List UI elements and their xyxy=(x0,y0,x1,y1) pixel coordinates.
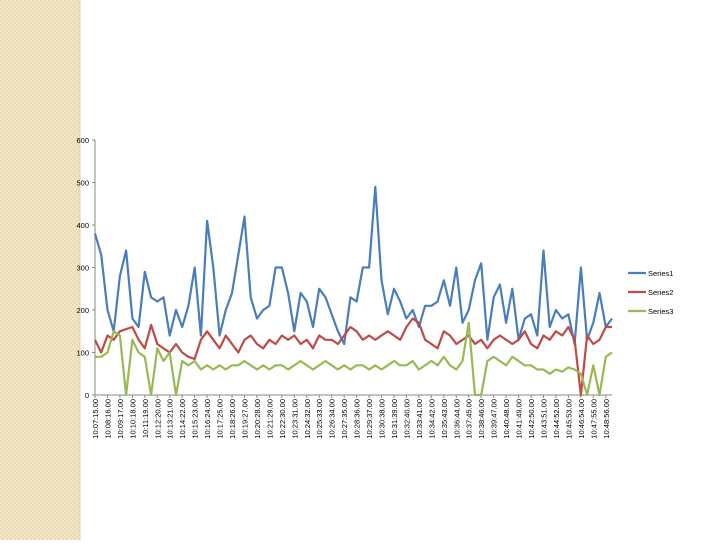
x-tick-label: 10:19:27.00 xyxy=(240,399,249,439)
x-tick-label: 10:27:35.00 xyxy=(340,399,349,439)
x-tick-label: 10:31:39.00 xyxy=(390,399,399,439)
x-tick-label: 10:18:26.00 xyxy=(228,399,237,439)
x-tick-label: 10:20:28.00 xyxy=(253,399,262,439)
side-strip xyxy=(0,0,80,540)
y-tick-label: 200 xyxy=(76,306,89,315)
x-tick-label: 10:10:18.00 xyxy=(128,399,137,439)
y-tick-label: 300 xyxy=(76,264,89,273)
legend-label: Series2 xyxy=(648,288,673,297)
x-tick-label: 10:42:50.00 xyxy=(527,399,536,439)
x-tick-label: 10:32:40.00 xyxy=(402,399,411,439)
legend-label: Series3 xyxy=(648,307,673,316)
x-tick-label: 10:47:55.00 xyxy=(589,399,598,439)
y-tick-label: 0 xyxy=(85,391,89,400)
x-tick-label: 10:25:33.00 xyxy=(315,399,324,439)
x-tick-label: 10:40:48.00 xyxy=(502,399,511,439)
x-tick-label: 10:14:22.00 xyxy=(178,399,187,439)
x-tick-label: 10:30:38.00 xyxy=(378,399,387,439)
y-tick-label: 500 xyxy=(76,179,89,188)
series-line xyxy=(93,185,613,346)
x-tick-label: 10:28:36.00 xyxy=(353,399,362,439)
x-tick-label: 10:37:45.00 xyxy=(465,399,474,439)
x-tick-label: 10:15:23.00 xyxy=(191,399,200,439)
series-line xyxy=(95,321,613,397)
x-tick-label: 10:11:19.00 xyxy=(141,399,150,438)
x-tick-label: 10:36:44.00 xyxy=(452,399,461,439)
x-tick-label: 10:33:41.00 xyxy=(415,399,424,439)
y-tick-label: 100 xyxy=(76,349,89,358)
y-tick-label: 600 xyxy=(76,136,89,145)
x-tick-label: 10:34:42.00 xyxy=(427,399,436,439)
x-tick-label: 10:23:31.00 xyxy=(290,399,299,439)
x-tick-label: 10:26:34.00 xyxy=(328,399,337,439)
x-tick-label: 10:24:32.00 xyxy=(303,399,312,439)
x-tick-label: 10:21:29.00 xyxy=(265,399,274,439)
x-tick-label: 10:07:15.00 xyxy=(91,399,100,439)
x-tick-label: 10:22:30.00 xyxy=(278,399,287,439)
legend-label: Series1 xyxy=(648,269,673,278)
x-tick-label: 10:16:24.00 xyxy=(203,399,212,439)
x-tick-label: 10:17:25.00 xyxy=(216,399,225,439)
x-tick-label: 10:12:20.00 xyxy=(153,399,162,439)
y-tick-label: 400 xyxy=(76,221,89,230)
x-tick-label: 10:29:37.00 xyxy=(365,399,374,439)
x-tick-label: 10:41:49.00 xyxy=(515,399,524,439)
series-line xyxy=(94,317,612,397)
x-tick-label: 10:39:47.00 xyxy=(490,399,499,439)
x-tick-label: 10:46:54.00 xyxy=(577,399,586,439)
x-tick-label: 10:09:17.00 xyxy=(116,399,125,439)
x-tick-label: 10:48:56.00 xyxy=(602,399,611,439)
chart: 0 100 200 300 400 500 600 10:07:15.00 10:08:16.0… xyxy=(76,136,673,439)
x-tick-label: 10:43:51.00 xyxy=(539,399,548,439)
x-tick-label: 10:08:16.00 xyxy=(103,399,112,439)
x-tick-label: 10:38:46.00 xyxy=(477,399,486,439)
x-tick-label: 10:13:21.00 xyxy=(166,399,175,439)
x-tick-label: 10:35:43.00 xyxy=(440,399,449,439)
x-tick-label: 10:45:53.00 xyxy=(564,399,573,439)
x-tick-label: 10:44:52.00 xyxy=(552,399,561,439)
